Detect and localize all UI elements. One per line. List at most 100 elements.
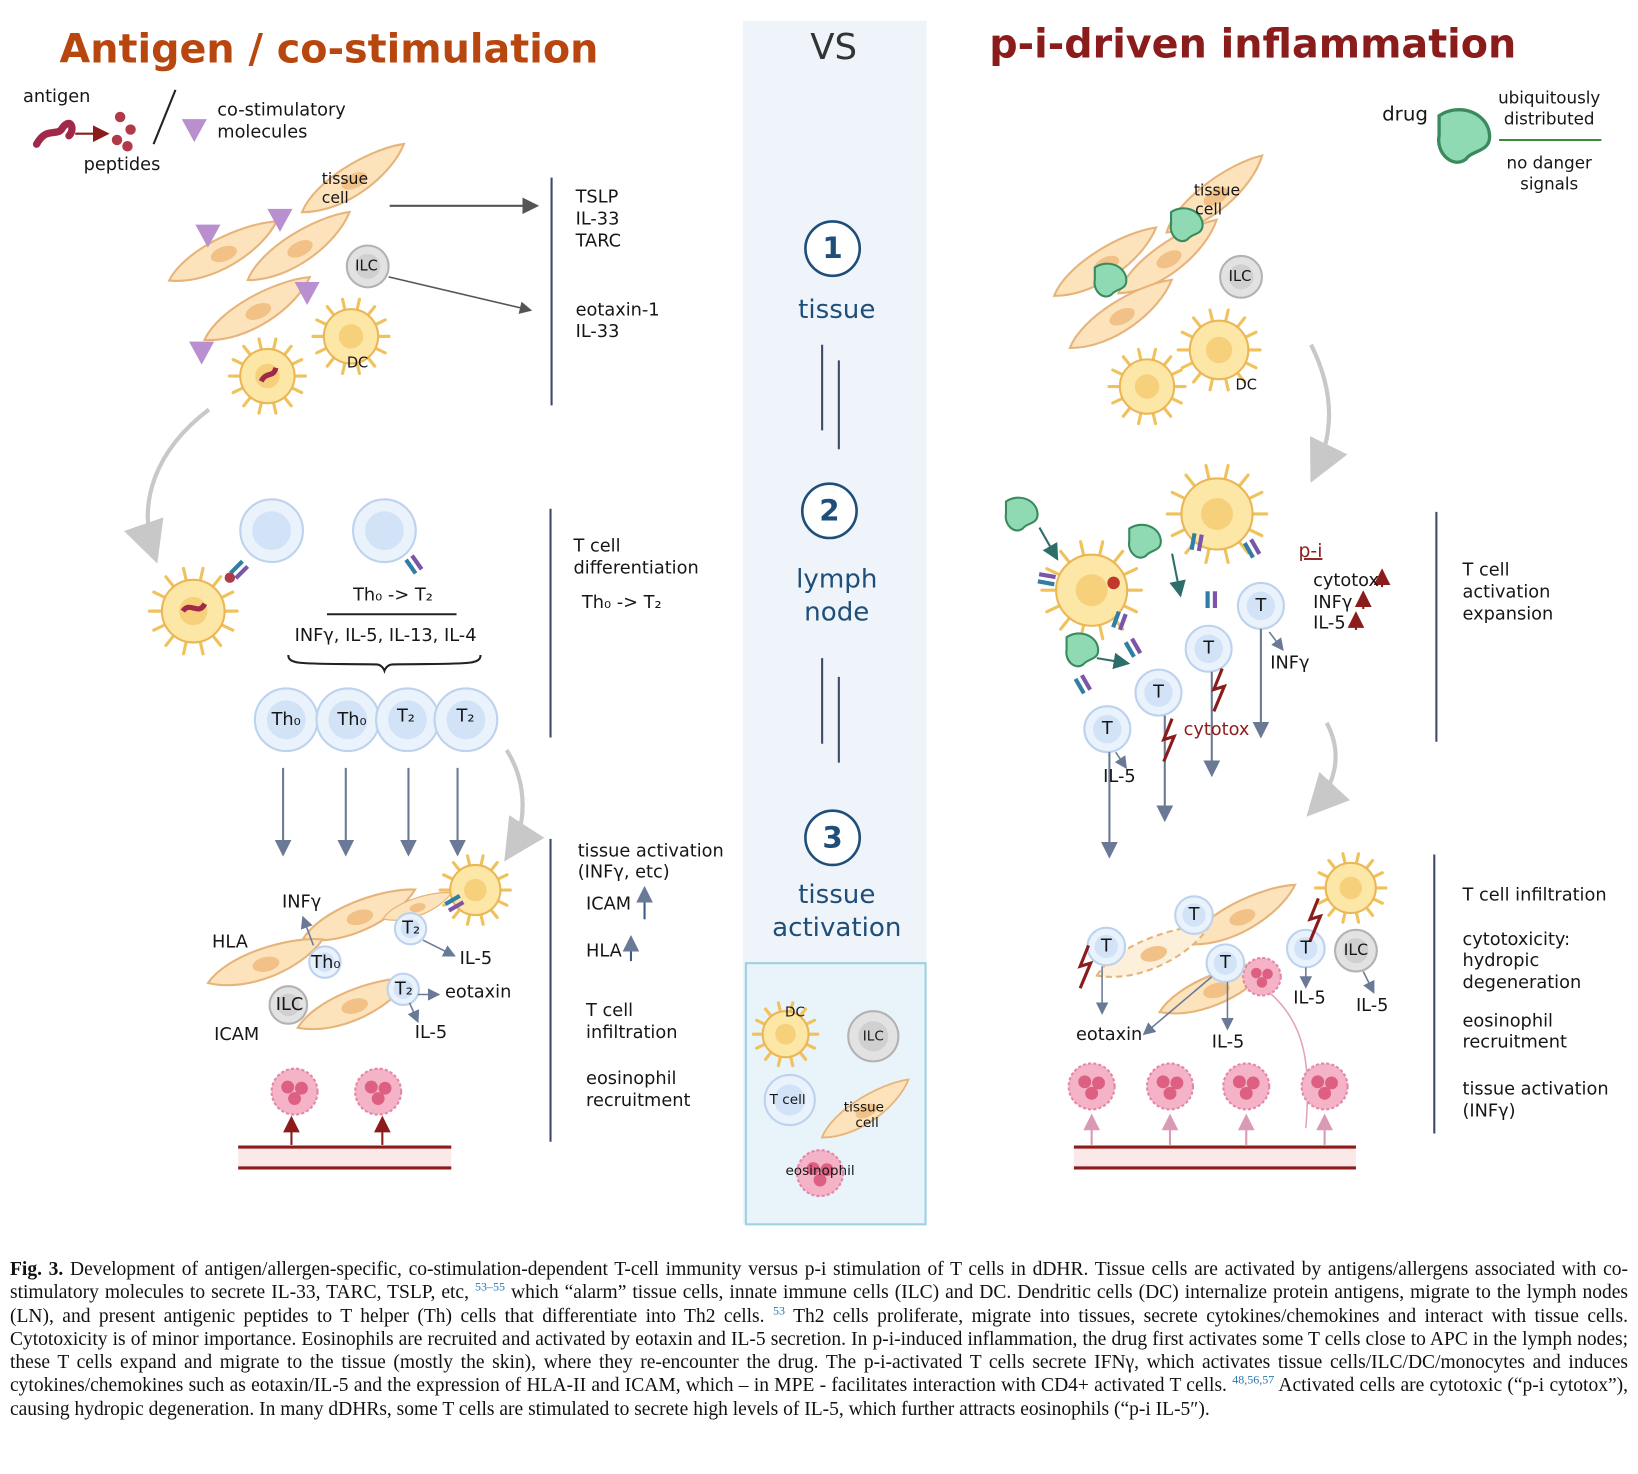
t-cell-nucleus — [364, 511, 404, 551]
label: T₂ — [396, 707, 415, 727]
step-text: (INFγ, etc) — [578, 862, 670, 882]
co-stimulatory-molecule — [294, 282, 320, 306]
peptide — [111, 134, 123, 146]
receptor — [1111, 610, 1128, 631]
label: T — [1101, 719, 1113, 739]
label: T — [1254, 596, 1266, 616]
step-circle — [804, 220, 862, 278]
step-text: hydropic — [1463, 951, 1540, 971]
lobe — [806, 1162, 820, 1175]
curved-arrow — [504, 748, 545, 862]
step-text: eotaxin-1 — [576, 300, 660, 320]
eosinophil — [1145, 1062, 1195, 1111]
lobe — [1246, 1076, 1260, 1090]
label: T₂ — [456, 707, 475, 727]
step-text: T cell — [1462, 560, 1510, 580]
receptor-b — [1249, 538, 1262, 555]
receptor-b — [1038, 572, 1056, 580]
receptor-a — [1073, 677, 1086, 695]
label: T — [1152, 683, 1164, 703]
step-text: eosinophil — [586, 1069, 676, 1089]
lobe — [813, 1173, 827, 1187]
eosinophil — [354, 1067, 403, 1116]
label: tissue — [322, 169, 368, 188]
receptor-b — [447, 900, 465, 913]
arrow — [300, 915, 315, 946]
nucleus — [341, 998, 368, 1014]
receptor — [404, 554, 424, 575]
label: T — [1188, 905, 1200, 925]
receptor-a — [1111, 610, 1121, 629]
label: INFγ — [282, 893, 321, 913]
lobe — [288, 1092, 302, 1105]
nucleus — [287, 240, 313, 258]
lobe — [371, 1092, 385, 1105]
label: ILC — [276, 995, 304, 1015]
brace — [287, 654, 482, 674]
co-stimulatory-molecule — [181, 119, 207, 143]
eosinophil — [1242, 956, 1282, 997]
dendritic-cell — [1314, 852, 1388, 924]
step-circle — [804, 809, 862, 867]
blood-vessel — [238, 1147, 452, 1168]
lobe — [1256, 977, 1268, 988]
legend-label: tissue — [844, 1099, 884, 1115]
attraction — [1268, 991, 1309, 1129]
label: DC — [1236, 376, 1257, 393]
label: T — [1219, 953, 1231, 973]
dendritic-cell — [311, 297, 391, 376]
citation: 53 — [772, 1303, 785, 1318]
lobe — [1318, 1086, 1332, 1100]
receptor-b — [1130, 637, 1143, 655]
lobe — [1251, 967, 1262, 979]
nucleus — [1075, 574, 1108, 607]
arrow — [1096, 652, 1131, 670]
receptor-b — [1212, 591, 1218, 608]
label: ICAM — [214, 1025, 259, 1045]
curved-arrow — [1306, 721, 1351, 817]
receptor — [1205, 591, 1218, 608]
receptor-a — [1205, 591, 1210, 608]
caption-text: Development of antigen/allergen-specific… — [10, 1259, 1629, 1304]
step-text: eosinophil — [1463, 1012, 1553, 1032]
receptor — [1189, 532, 1204, 552]
step-text: ICAM — [586, 895, 631, 915]
blood-vessel — [1073, 1147, 1356, 1168]
receptor — [229, 559, 250, 580]
nucleus — [1134, 374, 1160, 399]
cytotoxic-bolt — [1307, 897, 1324, 942]
dendritic-cell — [1176, 308, 1262, 392]
step-text: T cell — [585, 1001, 633, 1021]
receptor — [1073, 674, 1092, 695]
receptor-b — [1196, 534, 1204, 552]
ilc-nucleus — [858, 1021, 889, 1052]
label: distributed — [1504, 109, 1595, 129]
step-text: tissue activation — [1463, 1080, 1609, 1100]
receptor-a — [1123, 641, 1136, 658]
ilc-nucleus — [355, 253, 381, 279]
step-text: (INFγ) — [1463, 1102, 1516, 1122]
legend-label: cell — [855, 1115, 878, 1131]
tissue-cell — [820, 1078, 910, 1139]
step-title: lymph — [796, 564, 877, 594]
t-cell-nucleus — [328, 700, 368, 740]
step-text: recruitment — [586, 1091, 690, 1111]
t-cell-nucleus — [387, 700, 427, 740]
cytotoxic-bolt — [1161, 718, 1177, 763]
t-cell-nucleus — [1194, 634, 1223, 663]
lobe — [820, 1163, 834, 1177]
receptor — [1037, 572, 1056, 587]
t-cell-nucleus — [400, 918, 421, 939]
eosinophil — [1067, 1062, 1116, 1111]
receptor-a — [1037, 579, 1055, 587]
receptor — [1242, 538, 1262, 559]
label: molecules — [217, 123, 307, 143]
label: Th₀ — [271, 710, 301, 730]
t-cell-nucleus — [393, 979, 413, 999]
t-cell-nucleus — [1093, 714, 1122, 744]
eosinophil — [1300, 1062, 1349, 1111]
step-text: recruitment — [1463, 1033, 1567, 1053]
